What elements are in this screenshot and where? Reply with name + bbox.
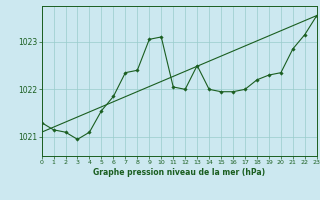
X-axis label: Graphe pression niveau de la mer (hPa): Graphe pression niveau de la mer (hPa) <box>93 168 265 177</box>
